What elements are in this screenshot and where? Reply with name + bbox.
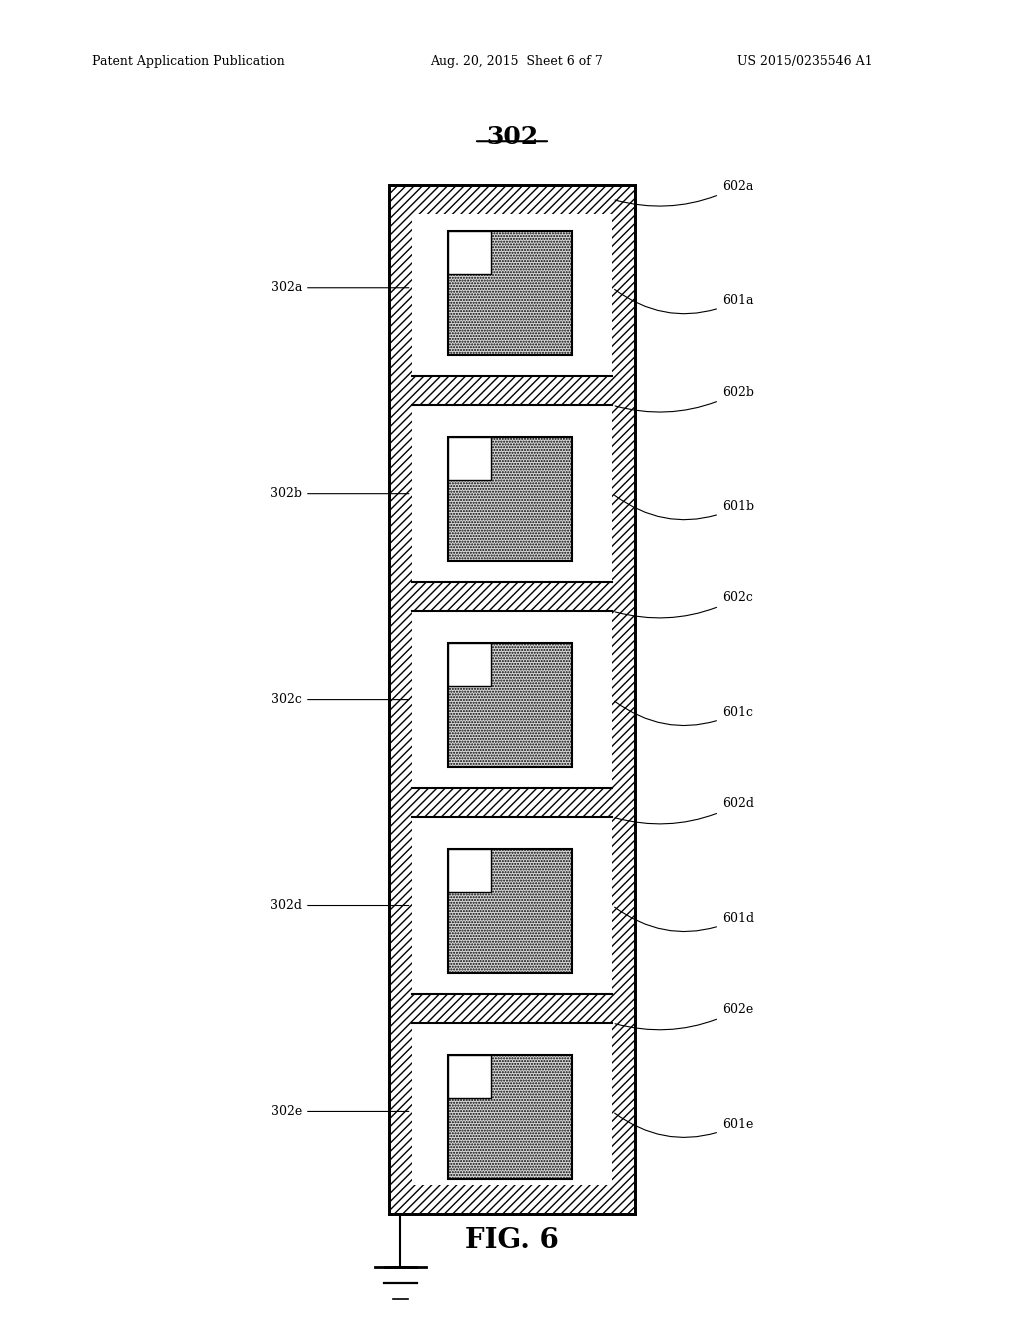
Bar [447,643,492,686]
Bar [447,231,492,275]
Text: 302d: 302d [270,899,409,912]
Bar [412,994,612,1023]
Bar [447,437,492,480]
Text: 601c: 601c [614,701,753,726]
Text: 302b: 302b [270,487,409,500]
Text: 302a: 302a [270,281,409,294]
Text: 602d: 602d [615,797,754,824]
Bar [412,788,612,817]
Bar [447,1055,572,1179]
Text: 601d: 601d [614,907,754,932]
Text: 602b: 602b [615,385,754,412]
Bar [389,185,635,1214]
Text: FIG. 6: FIG. 6 [465,1228,559,1254]
Bar [447,231,572,355]
Text: Patent Application Publication: Patent Application Publication [92,55,285,69]
Text: Aug. 20, 2015  Sheet 6 of 7: Aug. 20, 2015 Sheet 6 of 7 [430,55,603,69]
Bar [447,849,492,892]
Bar [389,185,635,1214]
Bar [447,849,572,973]
Text: 602a: 602a [615,180,754,206]
Text: 601b: 601b [614,495,754,520]
Bar [412,214,612,1185]
Text: 302c: 302c [271,693,409,706]
Text: 602c: 602c [615,591,753,618]
Text: US 2015/0235546 A1: US 2015/0235546 A1 [737,55,872,69]
Bar [412,376,612,405]
Bar [447,1055,492,1098]
Text: 601a: 601a [614,289,754,314]
Text: 602e: 602e [615,1003,754,1030]
Bar [447,437,572,561]
Text: 302: 302 [486,125,538,149]
Text: 302e: 302e [270,1105,409,1118]
Bar [447,643,572,767]
Bar [412,582,612,611]
Text: 601e: 601e [614,1113,754,1138]
